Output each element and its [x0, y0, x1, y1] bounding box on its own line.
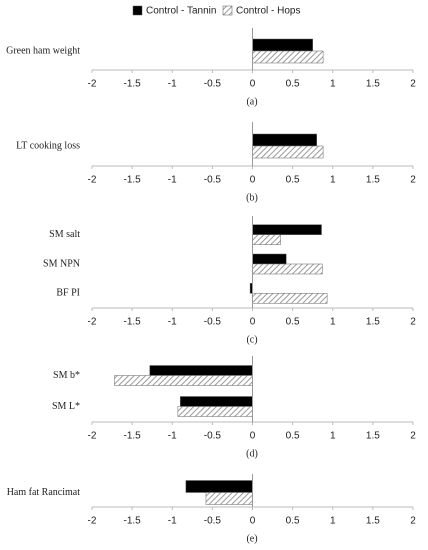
- x-tick-label: 1: [330, 431, 336, 442]
- legend-label: Control - Tannin: [146, 6, 216, 17]
- bar: [185, 480, 253, 493]
- x-tick-label: -1: [168, 175, 177, 186]
- bar: [252, 293, 328, 304]
- x-tick-label: 1: [330, 317, 336, 328]
- bar: [205, 492, 253, 505]
- bar: [114, 375, 253, 386]
- x-tick-label: -1.5: [124, 431, 142, 442]
- x-tick-label: 0.5: [286, 317, 300, 328]
- category-label: SM NPN: [43, 258, 80, 269]
- x-tick-label: -1: [168, 516, 177, 527]
- x-tick-label: 0.5: [286, 431, 300, 442]
- category-label: SM salt: [49, 229, 80, 240]
- bar: [252, 253, 287, 265]
- category-label: Green ham weight: [6, 45, 80, 56]
- bar: [149, 365, 253, 376]
- x-tick-label: -2: [88, 317, 97, 328]
- legend-label: Control - Hops: [236, 6, 300, 17]
- x-tick-label: 1: [330, 79, 336, 90]
- x-tick-label: -1: [168, 317, 177, 328]
- x-tick-label: 0.5: [286, 79, 300, 90]
- bar: [252, 263, 323, 275]
- x-tick-label: 1.5: [366, 516, 380, 527]
- x-tick-label: -1.5: [124, 175, 142, 186]
- bar: [180, 396, 253, 407]
- x-tick-label: 2: [410, 79, 416, 90]
- panel-caption: (e): [246, 533, 257, 544]
- category-label: LT cooking loss: [16, 140, 80, 151]
- x-tick-label: 0: [250, 431, 256, 442]
- x-tick-label: -2: [88, 175, 97, 186]
- x-tick-label: 2: [410, 317, 416, 328]
- x-tick-label: 2: [410, 516, 416, 527]
- x-tick-label: 1.5: [366, 175, 380, 186]
- x-tick-label: -2: [88, 431, 97, 442]
- legend-swatch: [132, 5, 143, 16]
- x-tick-label: 1.5: [366, 431, 380, 442]
- x-tick-label: 0.5: [286, 175, 300, 186]
- panel-caption: (b): [246, 192, 258, 203]
- x-tick-label: 2: [410, 175, 416, 186]
- panel-caption: (a): [246, 96, 257, 107]
- x-tick-label: -1.5: [124, 516, 142, 527]
- x-tick-label: 1.5: [366, 317, 380, 328]
- x-tick-label: 1: [330, 516, 336, 527]
- x-tick-label: 0: [250, 175, 256, 186]
- x-tick-label: -1: [168, 431, 177, 442]
- category-label: Ham fat Rancimat: [7, 487, 81, 498]
- x-tick-label: -0.5: [204, 317, 222, 328]
- bar: [252, 133, 317, 147]
- panel-caption: (c): [246, 334, 257, 345]
- x-tick-label: 1: [330, 175, 336, 186]
- x-tick-label: 0: [250, 516, 256, 527]
- panel-caption: (d): [246, 448, 258, 459]
- x-tick-label: -2: [88, 79, 97, 90]
- x-tick-label: 0.5: [286, 516, 300, 527]
- x-tick-label: 1.5: [366, 79, 380, 90]
- bar: [177, 406, 253, 417]
- category-label: SM b*: [53, 370, 80, 381]
- legend-swatch: [222, 5, 233, 16]
- x-tick-label: -1.5: [124, 79, 142, 90]
- x-tick-label: -2: [88, 516, 97, 527]
- x-tick-label: -0.5: [204, 79, 222, 90]
- x-tick-label: -0.5: [204, 431, 222, 442]
- bar: [252, 224, 322, 235]
- x-tick-label: -1.5: [124, 317, 142, 328]
- category-label: BF PI: [56, 288, 80, 299]
- x-tick-label: 2: [410, 431, 416, 442]
- x-tick-label: -0.5: [204, 516, 222, 527]
- x-tick-label: 0: [250, 79, 256, 90]
- bar: [252, 50, 324, 64]
- bar: [252, 38, 313, 52]
- x-tick-label: -0.5: [204, 175, 222, 186]
- x-tick-label: -1: [168, 79, 177, 90]
- x-tick-label: 0: [250, 317, 256, 328]
- category-label: SM L*: [52, 401, 80, 412]
- bar: [252, 145, 324, 159]
- bar: [252, 234, 281, 245]
